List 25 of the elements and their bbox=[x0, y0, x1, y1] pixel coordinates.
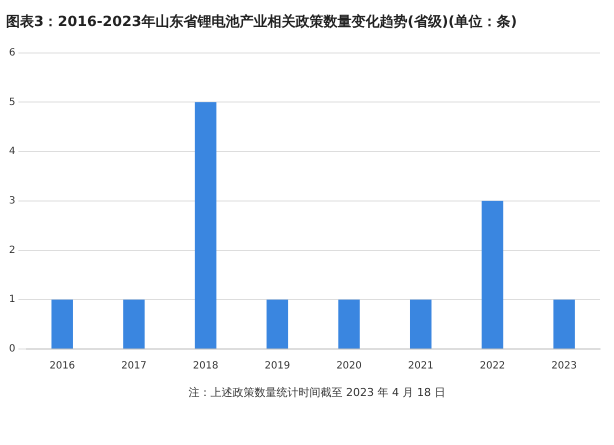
x-tick-label: 2020 bbox=[336, 360, 362, 372]
x-tick-label: 2023 bbox=[551, 360, 577, 372]
bar bbox=[123, 300, 145, 348]
chart-title: 图表3：2016-2023年山东省锂电池产业相关政策数量变化趋势(省级)(单位：条) bbox=[6, 13, 518, 30]
y-tick-label: 4 bbox=[8, 146, 16, 158]
bar bbox=[194, 102, 216, 348]
x-tick-label: 2017 bbox=[121, 360, 147, 372]
bar bbox=[410, 300, 432, 348]
x-tick-label: 2018 bbox=[192, 360, 218, 372]
bar bbox=[51, 300, 73, 348]
bar bbox=[482, 200, 504, 348]
y-tick-label: 3 bbox=[8, 195, 16, 206]
bar bbox=[553, 300, 575, 348]
y-tick-label: 1 bbox=[8, 294, 16, 306]
y-tick-label: 0 bbox=[8, 344, 16, 355]
y-tick-label: 2 bbox=[8, 244, 16, 256]
x-tick-label: 2019 bbox=[264, 360, 290, 372]
y-tick-label: 5 bbox=[8, 96, 16, 108]
bar bbox=[266, 300, 288, 348]
x-tick-label: 2021 bbox=[408, 360, 434, 372]
x-tick-label: 2022 bbox=[480, 360, 506, 372]
bar bbox=[338, 300, 360, 348]
x-tick-label: 2016 bbox=[49, 360, 75, 372]
text: 注：上述政策数量统计时间截至 2023 年 4 月 18 日 bbox=[188, 386, 446, 399]
y-tick-label: 6 bbox=[8, 47, 16, 58]
